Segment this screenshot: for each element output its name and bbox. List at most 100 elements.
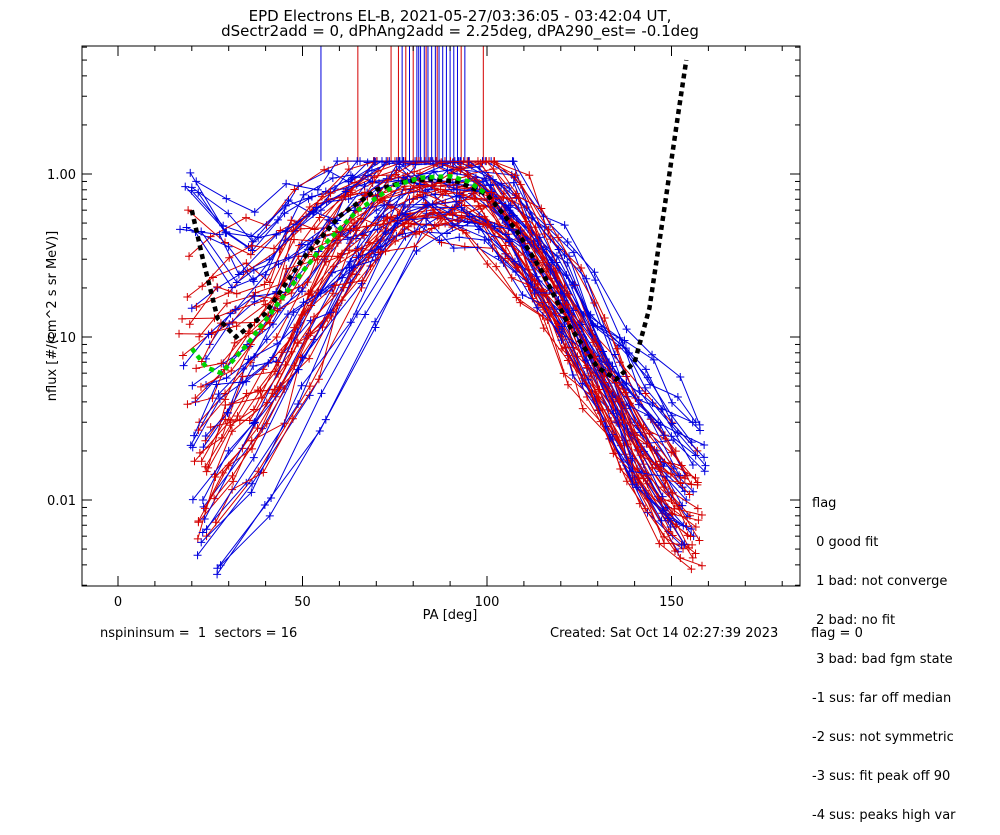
data-point <box>643 439 652 448</box>
data-point <box>513 263 522 272</box>
data-point <box>565 290 574 299</box>
data-point <box>423 201 432 210</box>
data-point <box>391 237 400 246</box>
data-point <box>191 394 200 403</box>
data-point <box>667 411 676 420</box>
legend-item: -1 sus: far off median <box>812 691 952 706</box>
data-point <box>249 362 258 371</box>
data-line <box>213 188 700 541</box>
data-point <box>305 354 314 363</box>
data-point <box>645 429 654 438</box>
data-point <box>543 315 552 324</box>
data-point <box>238 444 247 453</box>
data-point <box>564 380 573 389</box>
data-line <box>216 215 685 575</box>
data-point <box>622 325 631 334</box>
data-point <box>312 203 321 212</box>
data-point <box>539 245 548 254</box>
data-point <box>197 457 206 466</box>
data-point <box>338 273 347 282</box>
data-point <box>619 416 628 425</box>
data-line <box>200 206 663 543</box>
data-point <box>187 304 196 313</box>
data-point <box>253 423 262 432</box>
data-point <box>700 453 709 462</box>
data-point <box>294 400 303 409</box>
data-point <box>194 518 203 527</box>
chart-title-line1: EPD Electrons EL-B, 2021-05-27/03:36:05 … <box>248 7 672 25</box>
data-line <box>206 160 664 530</box>
data-point <box>231 305 240 314</box>
data-point <box>687 565 696 574</box>
data-point <box>361 310 370 319</box>
data-point <box>691 549 700 558</box>
footer-nspin: nspininsum = 1 sectors = 16 <box>100 626 298 641</box>
data-point <box>202 525 211 534</box>
data-point <box>577 263 586 272</box>
data-point <box>244 327 253 336</box>
data-point <box>221 415 230 424</box>
data-point <box>691 418 700 427</box>
data-point <box>239 364 248 373</box>
data-point <box>490 157 499 166</box>
data-point <box>199 443 208 452</box>
data-point <box>511 171 520 180</box>
data-point <box>384 176 393 185</box>
data-point <box>691 522 700 531</box>
data-point <box>622 379 631 388</box>
plot-area <box>175 46 710 579</box>
data-point <box>233 412 242 421</box>
data-point <box>333 157 342 166</box>
data-point <box>532 230 541 239</box>
data-point <box>448 209 457 218</box>
data-point <box>224 242 233 251</box>
data-point <box>563 237 572 246</box>
data-point <box>230 338 239 347</box>
data-point <box>297 287 306 296</box>
axis-frame <box>81 45 801 587</box>
data-point <box>217 359 226 368</box>
data-point <box>234 270 243 279</box>
data-point <box>539 324 548 333</box>
data-point <box>188 443 197 452</box>
footer-flag: flag = 0 <box>811 626 863 641</box>
data-point <box>296 224 305 233</box>
x-axis-label: PA [deg] <box>423 608 478 623</box>
data-point <box>260 280 269 289</box>
data-point <box>242 377 251 386</box>
data-point <box>222 373 231 382</box>
data-point <box>525 171 534 180</box>
data-point <box>290 361 299 370</box>
y-tick-label: 0.01 <box>47 494 76 509</box>
data-point <box>590 298 599 307</box>
data-point <box>482 176 491 185</box>
data-point <box>215 394 224 403</box>
data-point <box>433 212 442 221</box>
data-point <box>249 405 258 414</box>
data-point <box>204 330 213 339</box>
data-point <box>641 365 650 374</box>
data-point <box>226 309 235 318</box>
data-point <box>248 237 257 246</box>
data-point <box>261 270 270 279</box>
data-point <box>510 257 519 266</box>
data-point <box>247 241 256 250</box>
data-point <box>613 344 622 353</box>
data-point <box>225 253 234 262</box>
data-point <box>483 221 492 230</box>
data-point <box>193 551 202 560</box>
data-point <box>409 187 418 196</box>
data-point <box>688 553 697 562</box>
data-point <box>198 282 207 291</box>
data-point <box>460 242 469 251</box>
data-line <box>192 160 665 500</box>
data-point <box>533 303 542 312</box>
data-line <box>183 160 680 476</box>
data-point <box>688 540 697 549</box>
data-point <box>200 504 209 513</box>
data-point <box>679 544 688 553</box>
data-point <box>474 225 483 234</box>
data-point <box>421 214 430 223</box>
x-tick-label: 150 <box>659 595 684 610</box>
data-point <box>222 299 231 308</box>
